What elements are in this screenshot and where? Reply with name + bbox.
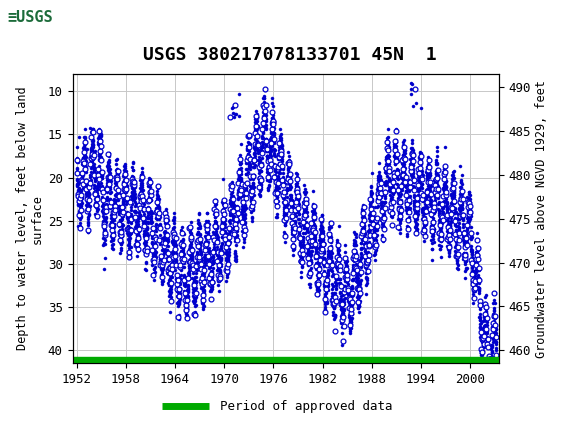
Bar — [72, 357, 499, 363]
FancyBboxPatch shape — [5, 3, 71, 32]
Y-axis label: Groundwater level above NGVD 1929, feet: Groundwater level above NGVD 1929, feet — [535, 80, 548, 358]
Text: Period of approved data: Period of approved data — [220, 400, 393, 413]
Y-axis label: Depth to water level, feet below land
surface: Depth to water level, feet below land su… — [16, 87, 44, 350]
Text: USGS: USGS — [81, 10, 118, 25]
Text: USGS 380217078133701 45N  1: USGS 380217078133701 45N 1 — [143, 46, 437, 64]
Text: ≡USGS: ≡USGS — [7, 10, 53, 25]
